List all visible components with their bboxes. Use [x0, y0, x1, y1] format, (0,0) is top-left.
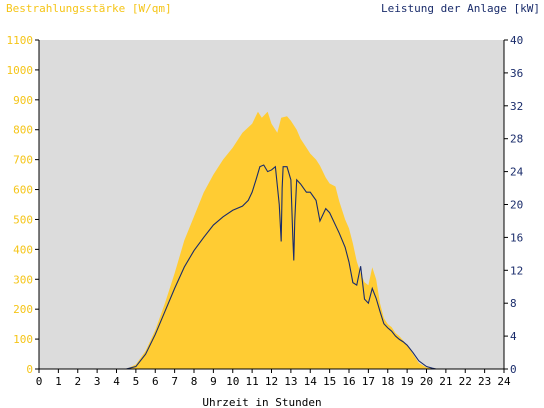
y-left-tick-label: 100 — [13, 333, 33, 346]
series-layer — [39, 111, 504, 370]
y-right-tick-label: 4 — [510, 330, 517, 343]
x-tick-label: 4 — [113, 375, 120, 388]
x-tick-label: 2 — [74, 375, 81, 388]
series-power-line — [39, 164, 504, 370]
y-right-tick-label: 0 — [510, 363, 517, 376]
x-tick-label: 13 — [284, 375, 297, 388]
left-axis-title: Bestrahlungsstärke [W/qm] — [6, 2, 172, 15]
y-left-tick-label: 1100 — [7, 34, 34, 47]
x-tick-label: 16 — [342, 375, 355, 388]
y-right-tick-label: 32 — [510, 100, 523, 113]
x-tick-label: 0 — [36, 375, 43, 388]
y-left-tick-label: 800 — [13, 124, 33, 137]
right-axis-title: Leistung der Anlage [kW] — [381, 2, 540, 15]
y-left-tick-label: 400 — [13, 243, 33, 256]
x-tick-label: 8 — [191, 375, 198, 388]
y-left-tick-label: 0 — [26, 363, 33, 376]
x-tick-label: 15 — [323, 375, 336, 388]
x-tick-label: 18 — [381, 375, 394, 388]
y-right-tick-label: 24 — [510, 166, 524, 179]
y-left-tick-label: 600 — [13, 184, 33, 197]
y-left-tick-label: 300 — [13, 273, 33, 286]
x-tick-label: 6 — [152, 375, 159, 388]
x-tick-label: 17 — [362, 375, 375, 388]
x-tick-label: 21 — [439, 375, 452, 388]
x-tick-label: 14 — [304, 375, 318, 388]
x-tick-label: 10 — [226, 375, 239, 388]
x-tick-label: 5 — [133, 375, 140, 388]
y-right-tick-label: 12 — [510, 264, 523, 277]
y-left-tick-label: 500 — [13, 213, 33, 226]
y-right-tick-label: 16 — [510, 231, 523, 244]
y-right-tick-label: 8 — [510, 297, 517, 310]
x-tick-label: 1 — [55, 375, 62, 388]
x-tick-label: 20 — [420, 375, 433, 388]
x-axis-label: Uhrzeit in Stunden — [202, 396, 321, 408]
y-left-tick-label: 1000 — [7, 64, 34, 77]
x-tick-label: 24 — [497, 375, 511, 388]
y-left-tick-label: 200 — [13, 303, 33, 316]
y-right-tick-label: 36 — [510, 67, 523, 80]
x-tick-label: 7 — [171, 375, 178, 388]
x-tick-label: 22 — [459, 375, 472, 388]
series-irradiance-area — [39, 111, 504, 369]
x-tick-label: 11 — [246, 375, 259, 388]
x-tick-label: 23 — [478, 375, 491, 388]
x-tick-label: 12 — [265, 375, 278, 388]
x-tick-label: 19 — [401, 375, 414, 388]
x-tick-label: 9 — [210, 375, 217, 388]
y-left-tick-label: 900 — [13, 94, 33, 107]
y-right-tick-label: 40 — [510, 34, 523, 47]
y-left-tick-label: 700 — [13, 154, 33, 167]
y-right-tick-label: 28 — [510, 133, 523, 146]
axes-layer: 0100200300400500600700800900100011000481… — [7, 34, 524, 388]
x-tick-label: 3 — [94, 375, 101, 388]
y-right-tick-label: 20 — [510, 199, 523, 212]
